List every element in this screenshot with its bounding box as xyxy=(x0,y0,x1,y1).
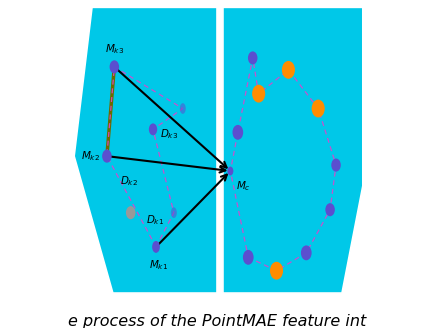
Text: $M_{k1}$: $M_{k1}$ xyxy=(149,258,168,272)
Ellipse shape xyxy=(126,206,135,219)
Ellipse shape xyxy=(252,85,265,103)
Ellipse shape xyxy=(233,125,243,140)
Text: $D_{k3}$: $D_{k3}$ xyxy=(161,127,179,141)
Ellipse shape xyxy=(102,150,112,163)
Polygon shape xyxy=(223,7,363,293)
Ellipse shape xyxy=(109,60,119,73)
Text: $M_c$: $M_c$ xyxy=(237,179,251,193)
Ellipse shape xyxy=(312,100,325,117)
Polygon shape xyxy=(74,7,217,293)
Text: e process of the PointMAE feature int: e process of the PointMAE feature int xyxy=(68,314,366,328)
Ellipse shape xyxy=(152,241,160,253)
Ellipse shape xyxy=(331,158,341,172)
Ellipse shape xyxy=(171,207,177,218)
Text: $M_{k2}$: $M_{k2}$ xyxy=(81,149,100,163)
Ellipse shape xyxy=(149,123,157,135)
Text: $D_{k2}$: $D_{k2}$ xyxy=(120,174,138,188)
Ellipse shape xyxy=(326,203,335,216)
Ellipse shape xyxy=(180,103,186,114)
Ellipse shape xyxy=(301,245,312,260)
Ellipse shape xyxy=(248,51,257,65)
Ellipse shape xyxy=(270,262,283,280)
Ellipse shape xyxy=(243,250,253,265)
Text: $M_{k3}$: $M_{k3}$ xyxy=(105,42,124,56)
Ellipse shape xyxy=(282,61,295,79)
Ellipse shape xyxy=(227,167,233,175)
Text: $D_{k1}$: $D_{k1}$ xyxy=(145,213,164,227)
